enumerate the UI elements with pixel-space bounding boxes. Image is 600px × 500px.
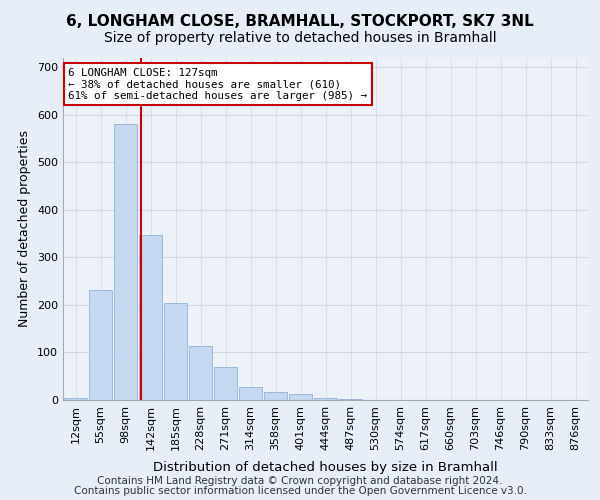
Bar: [114, 124, 137, 400]
Text: Size of property relative to detached houses in Bramhall: Size of property relative to detached ho…: [104, 31, 496, 45]
Y-axis label: Number of detached properties: Number of detached properties: [19, 130, 31, 327]
Bar: [64, 398, 87, 400]
X-axis label: Distribution of detached houses by size in Bramhall: Distribution of detached houses by size …: [153, 461, 498, 474]
Bar: [139, 235, 162, 400]
Text: Contains public sector information licensed under the Open Government Licence v3: Contains public sector information licen…: [74, 486, 526, 496]
Bar: [189, 346, 212, 400]
Bar: [214, 366, 237, 400]
Text: 6, LONGHAM CLOSE, BRAMHALL, STOCKPORT, SK7 3NL: 6, LONGHAM CLOSE, BRAMHALL, STOCKPORT, S…: [66, 14, 534, 29]
Text: 6 LONGHAM CLOSE: 127sqm
← 38% of detached houses are smaller (610)
61% of semi-d: 6 LONGHAM CLOSE: 127sqm ← 38% of detache…: [68, 68, 367, 101]
Bar: [239, 387, 262, 400]
Bar: [89, 290, 112, 400]
Text: Contains HM Land Registry data © Crown copyright and database right 2024.: Contains HM Land Registry data © Crown c…: [97, 476, 503, 486]
Bar: [339, 399, 362, 400]
Bar: [314, 398, 337, 400]
Bar: [289, 394, 312, 400]
Bar: [264, 392, 287, 400]
Bar: [164, 304, 187, 400]
